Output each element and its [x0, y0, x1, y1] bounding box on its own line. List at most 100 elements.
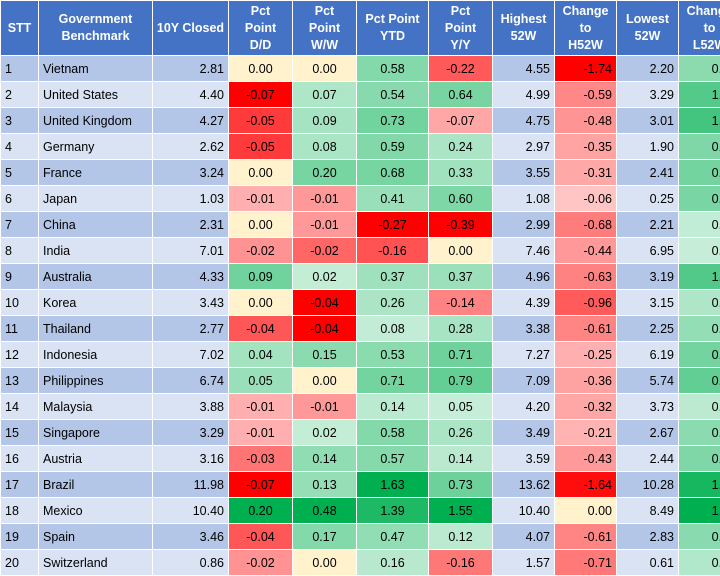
cell-change-to-h52w: -0.48	[554, 107, 617, 134]
cell-10y-closed: 2.62	[152, 133, 229, 160]
cell-country: Malaysia	[38, 393, 153, 420]
header-change-to-h52w[interactable]: Change to H52W	[554, 0, 617, 56]
header-highest-52w[interactable]: Highest 52W	[492, 0, 555, 56]
cell-stt: 13	[0, 367, 39, 394]
table-row: 3 United Kingdom 4.27 -0.05 0.09 0.73 -0.07 4.7…	[0, 107, 720, 134]
cell-pct-point-dd: 0.00	[228, 211, 293, 238]
cell-stt: 14	[0, 393, 39, 420]
table-row: 13 Philippines 6.74 0.05 0.00 0.71 0.79 7.09 -0.…	[0, 367, 720, 394]
cell-10y-closed: 2.77	[152, 315, 229, 342]
cell-pct-point-yy: 1.55	[428, 497, 493, 524]
cell-pct-point-dd: -0.01	[228, 419, 293, 446]
table-row: 7 China 2.31 0.00 -0.01 -0.27 -0.39 2.99 -0.68 2.…	[0, 211, 720, 238]
cell-pct-point-ww: 0.07	[292, 81, 357, 108]
header-change-to-l52w[interactable]: Change to L52W	[678, 0, 720, 56]
cell-change-to-l52w: 0.78	[678, 185, 720, 212]
header-row: STT Government Benchmark 10Y Closed Pct …	[0, 0, 720, 56]
cell-change-to-l52w: 0.28	[678, 289, 720, 316]
table-row: 5 France 3.24 0.00 0.20 0.68 0.33 3.55 -0.31 2.41…	[0, 159, 720, 186]
cell-pct-point-ww: -0.02	[292, 237, 357, 264]
cell-country: United States	[38, 81, 153, 108]
cell-pct-point-ww: 0.00	[292, 367, 357, 394]
cell-10y-closed: 11.98	[152, 471, 229, 498]
cell-highest-52w: 4.20	[492, 393, 555, 420]
cell-highest-52w: 13.62	[492, 471, 555, 498]
cell-pct-point-dd: -0.05	[228, 133, 293, 160]
cell-change-to-l52w: 0.72	[678, 133, 720, 160]
cell-pct-point-dd: -0.07	[228, 81, 293, 108]
cell-lowest-52w: 2.25	[616, 315, 679, 342]
cell-change-to-l52w: 0.15	[678, 393, 720, 420]
header-pct-point-ytd[interactable]: Pct Point YTD	[356, 0, 429, 56]
cell-highest-52w: 3.59	[492, 445, 555, 472]
cell-pct-point-yy: 0.64	[428, 81, 493, 108]
cell-pct-point-ww: -0.01	[292, 211, 357, 238]
cell-change-to-h52w: -0.63	[554, 263, 617, 290]
cell-lowest-52w: 3.01	[616, 107, 679, 134]
cell-country: China	[38, 211, 153, 238]
cell-lowest-52w: 2.41	[616, 159, 679, 186]
cell-pct-point-yy: 0.12	[428, 523, 493, 550]
table-row: 4 Germany 2.62 -0.05 0.08 0.59 0.24 2.97 -0.35 1.…	[0, 133, 720, 160]
header-10y-closed[interactable]: 10Y Closed	[152, 0, 229, 56]
cell-country: France	[38, 159, 153, 186]
cell-10y-closed: 3.24	[152, 159, 229, 186]
cell-country: Indonesia	[38, 341, 153, 368]
cell-pct-point-yy: 0.05	[428, 393, 493, 420]
cell-pct-point-dd: 0.00	[228, 289, 293, 316]
cell-change-to-l52w: 0.07	[678, 237, 720, 264]
cell-stt: 5	[0, 159, 39, 186]
cell-change-to-l52w: 0.83	[678, 341, 720, 368]
cell-pct-point-yy: -0.22	[428, 55, 493, 82]
cell-stt: 19	[0, 523, 39, 550]
header-pct-point-yy[interactable]: Pct Point Y/Y	[428, 0, 493, 56]
cell-pct-point-ww: -0.04	[292, 315, 357, 342]
cell-pct-point-dd: 0.05	[228, 367, 293, 394]
cell-10y-closed: 3.43	[152, 289, 229, 316]
header-pct-point-dd[interactable]: Pct Point D/D	[228, 0, 293, 56]
header-stt[interactable]: STT	[0, 0, 39, 56]
cell-stt: 4	[0, 133, 39, 160]
table-row: 15 Singapore 3.29 -0.01 0.02 0.58 0.26 3.49 -0.2…	[0, 419, 720, 446]
cell-pct-point-ww: 0.14	[292, 445, 357, 472]
cell-pct-point-ww: 0.17	[292, 523, 357, 550]
cell-pct-point-ww: 0.02	[292, 263, 357, 290]
cell-stt: 8	[0, 237, 39, 264]
table-row: 18 Mexico 10.40 0.20 0.48 1.39 1.55 10.40 0.00 8.…	[0, 497, 720, 524]
cell-change-to-h52w: -0.44	[554, 237, 617, 264]
cell-highest-52w: 7.09	[492, 367, 555, 394]
cell-change-to-l52w: 0.62	[678, 419, 720, 446]
cell-stt: 17	[0, 471, 39, 498]
cell-pct-point-dd: -0.05	[228, 107, 293, 134]
cell-stt: 15	[0, 419, 39, 446]
cell-pct-point-ytd: 0.71	[356, 367, 429, 394]
cell-country: Germany	[38, 133, 153, 160]
cell-pct-point-ytd: -0.16	[356, 237, 429, 264]
cell-stt: 20	[0, 549, 39, 576]
cell-pct-point-ytd: 0.57	[356, 445, 429, 472]
cell-pct-point-yy: 0.71	[428, 341, 493, 368]
cell-pct-point-dd: -0.02	[228, 549, 293, 576]
cell-stt: 10	[0, 289, 39, 316]
cell-country: Switzerland	[38, 549, 153, 576]
header-government-benchmark[interactable]: Government Benchmark	[38, 0, 153, 56]
cell-stt: 3	[0, 107, 39, 134]
cell-10y-closed: 3.29	[152, 419, 229, 446]
cell-pct-point-ytd: 0.59	[356, 133, 429, 160]
cell-highest-52w: 3.49	[492, 419, 555, 446]
header-lowest-52w[interactable]: Lowest 52W	[616, 0, 679, 56]
cell-lowest-52w: 1.90	[616, 133, 679, 160]
cell-lowest-52w: 3.15	[616, 289, 679, 316]
cell-pct-point-ww: 0.09	[292, 107, 357, 134]
cell-highest-52w: 7.27	[492, 341, 555, 368]
cell-change-to-l52w: 1.91	[678, 497, 720, 524]
cell-10y-closed: 10.40	[152, 497, 229, 524]
cell-change-to-l52w: 1.27	[678, 107, 720, 134]
header-pct-point-ww[interactable]: Pct Point W/W	[292, 0, 357, 56]
cell-pct-point-ww: 0.00	[292, 549, 357, 576]
table-row: 8 India 7.01 -0.02 -0.02 -0.16 0.00 7.46 -0.44 6.…	[0, 237, 720, 264]
cell-10y-closed: 0.86	[152, 549, 229, 576]
cell-pct-point-ytd: 0.58	[356, 419, 429, 446]
cell-change-to-h52w: -0.43	[554, 445, 617, 472]
